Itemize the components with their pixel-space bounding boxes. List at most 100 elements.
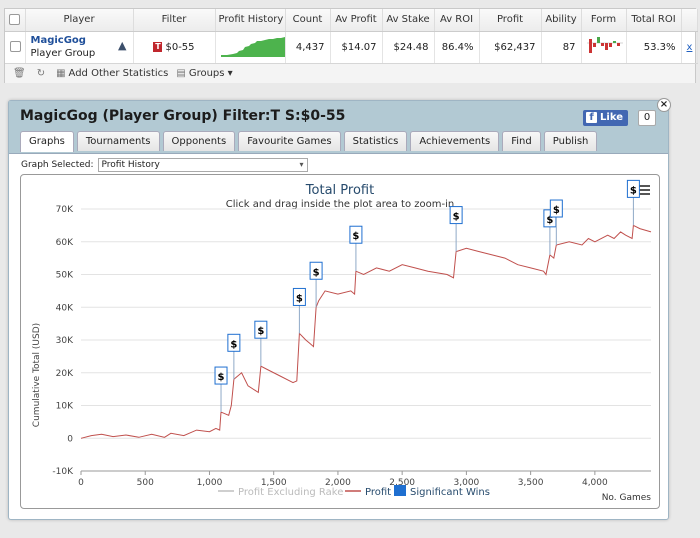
significant-win-flag[interactable]: $	[254, 320, 268, 367]
flag-box	[549, 199, 563, 218]
av-roi-cell: 86.4%	[434, 31, 480, 64]
menu-line-3	[637, 193, 650, 195]
x-tick-label: 2,000	[325, 478, 351, 488]
filter-cell[interactable]: T $0-55	[133, 31, 216, 64]
row-checkbox[interactable]	[10, 41, 21, 53]
form-bar-8	[616, 42, 620, 46]
legend-excl-rake[interactable]: Profit Excluding Rake	[238, 487, 343, 498]
remove-cell[interactable]: x	[681, 31, 698, 64]
menu-line-1	[637, 185, 650, 187]
player-panel: MagicGog (Player Group) Filter:T S:$0-55…	[8, 98, 671, 520]
chart-subtitle: Click and drag inside the plot area to z…	[226, 199, 454, 210]
graph-select-value: Profit History	[101, 160, 160, 170]
remove-row-link[interactable]: x	[686, 41, 693, 53]
form-bar-6	[608, 42, 612, 47]
tab-graphs[interactable]: Graphs	[20, 131, 74, 152]
header-profit-history[interactable]: Profit History	[215, 9, 286, 32]
tab-statistics[interactable]: Statistics	[343, 131, 408, 151]
legend-sig-wins[interactable]: Significant Wins	[410, 487, 490, 498]
close-icon[interactable]: ×	[657, 98, 671, 112]
tab-find[interactable]: Find	[502, 131, 541, 151]
significant-win-flag[interactable]: $	[449, 206, 463, 252]
header-profit[interactable]: Profit	[479, 9, 542, 32]
x-tick-label: 3,500	[518, 478, 544, 488]
flag-box	[214, 366, 228, 385]
flag-box	[449, 206, 463, 225]
tab-achievements[interactable]: Achievements	[410, 131, 500, 151]
y-tick-label: 10K	[56, 402, 74, 412]
delete-button[interactable]: 🗑	[13, 68, 29, 79]
stats-header-row: Player Filter Profit History Count Av Pr…	[5, 9, 698, 32]
y-tick-label: 20K	[56, 369, 74, 379]
significant-win-flag[interactable]: $	[626, 179, 640, 226]
flag-label: $	[630, 185, 637, 196]
flag-label: $	[296, 293, 303, 304]
significant-win-flag[interactable]: $	[309, 261, 323, 308]
header-form[interactable]: Form	[581, 9, 627, 32]
tab-tournaments[interactable]: Tournaments	[76, 131, 160, 151]
groups-dropdown[interactable]: ▤ Groups ▾	[176, 68, 232, 79]
chart-legend: Profit Excluding Rake Profit Significant…	[218, 485, 490, 498]
group-wizard-icon: ▲	[118, 38, 127, 52]
stats-table-panel: Player Filter Profit History Count Av Pr…	[4, 8, 698, 83]
x-tick-label: 0	[78, 478, 84, 488]
player-name-link[interactable]: MagicGog	[30, 35, 86, 46]
graph-select[interactable]: Profit History ▾	[97, 158, 308, 172]
tab-opponents[interactable]: Opponents	[162, 131, 236, 151]
row-select-cell[interactable]	[5, 31, 26, 64]
refresh-button[interactable]: ↻	[37, 68, 48, 79]
profit-sparkline	[220, 36, 284, 57]
facebook-like-button[interactable]: f Like	[583, 110, 628, 126]
significant-wins[interactable]: $$$$$$$ $$$	[214, 179, 640, 413]
legend-profit[interactable]: Profit	[365, 487, 391, 498]
flag-label: $	[313, 267, 320, 278]
significant-win-flag[interactable]: $	[292, 287, 306, 334]
x-axis-ticks: 0 500 1,000 1,500 2,000 2,500 3,000 3,500 4,000	[78, 470, 651, 488]
header-player[interactable]: Player	[25, 9, 134, 32]
header-total-roi[interactable]: Total ROI	[626, 9, 682, 32]
form-bar-7	[612, 40, 616, 43]
header-av-stake[interactable]: Av Stake	[382, 9, 435, 32]
add-stats-button[interactable]: ▦ Add Other Statistics	[56, 68, 168, 79]
tab-favourite-games[interactable]: Favourite Games	[238, 131, 341, 151]
significant-win-flag[interactable]: $	[549, 199, 563, 246]
flag-box	[292, 287, 306, 306]
flag-label: $	[546, 215, 553, 226]
form-chart	[586, 36, 623, 53]
y-tick-label: 40K	[56, 303, 74, 313]
tab-publish[interactable]: Publish	[543, 131, 598, 151]
panel-title: MagicGog (Player Group) Filter:T S:$0-55	[20, 108, 346, 124]
flag-box	[309, 261, 323, 280]
significant-win-flag[interactable]: $	[214, 366, 228, 413]
form-cell	[581, 31, 627, 64]
sparkline-area	[220, 36, 284, 57]
menu-line-2	[637, 189, 650, 191]
tournament-filter-icon: T	[153, 41, 163, 52]
form-bar-5	[604, 42, 608, 50]
y-tick-label: 30K	[56, 336, 74, 346]
facebook-like-count: 0	[638, 110, 656, 126]
x-tick-label: 2,500	[389, 478, 415, 488]
chart-container[interactable]: Total Profit Click and drag inside the p…	[20, 174, 660, 509]
header-av-roi[interactable]: Av ROI	[434, 9, 480, 32]
select-all-header[interactable]	[5, 9, 26, 32]
header-ability[interactable]: Ability	[541, 9, 582, 32]
profit-series-line	[80, 224, 652, 439]
profit-history-cell[interactable]	[215, 31, 286, 64]
flag-box	[626, 179, 640, 198]
y-axis-ticks: -10K 0 10K 20K 30K 40K 50K 60K 70K	[52, 205, 74, 477]
header-filter[interactable]: Filter	[133, 9, 216, 32]
significant-win-flag[interactable]: $	[349, 225, 363, 272]
flag-label: $	[257, 326, 264, 337]
count-cell: 4,437	[285, 31, 331, 64]
chart-menu-icon[interactable]	[637, 185, 650, 195]
flag-box	[349, 225, 363, 244]
profit-chart[interactable]: Total Profit Click and drag inside the p…	[21, 175, 659, 508]
ability-cell: 87	[541, 31, 582, 64]
significant-win-flag[interactable]: $	[227, 333, 241, 380]
header-count[interactable]: Count	[285, 9, 331, 32]
select-all-checkbox[interactable]	[9, 14, 21, 25]
header-av-profit[interactable]: Av Profit	[330, 9, 383, 32]
form-bar-3	[596, 36, 600, 43]
av-stake-cell: $24.48	[382, 31, 435, 64]
